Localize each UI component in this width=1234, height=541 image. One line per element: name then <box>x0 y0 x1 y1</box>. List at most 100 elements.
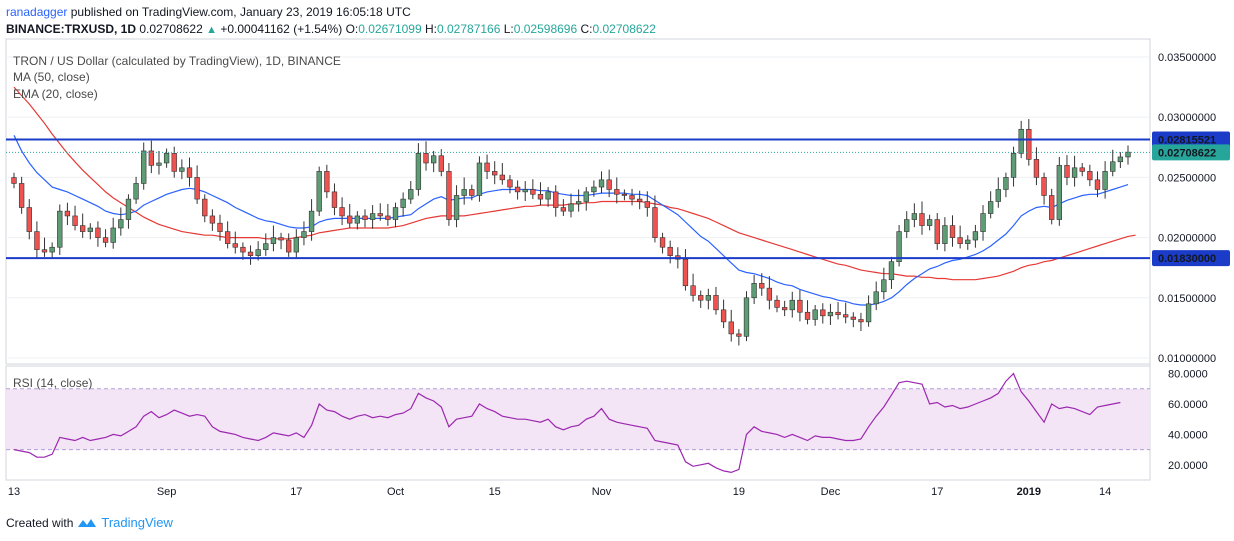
last-price: 0.02708622 <box>139 22 203 36</box>
candle <box>202 194 208 223</box>
candle-body <box>408 189 414 200</box>
candle-body <box>224 231 231 244</box>
candle-body <box>507 179 513 188</box>
candle-body <box>934 219 940 244</box>
candle <box>926 214 933 231</box>
price-change: +0.00041162 (+1.54%) <box>220 22 343 36</box>
candle-body <box>1018 128 1024 154</box>
candle-body <box>163 153 170 164</box>
candle <box>949 215 956 247</box>
rsi-legend: RSI (14, close) <box>13 376 92 390</box>
candle-body <box>1003 177 1009 190</box>
brand-name[interactable]: TradingView <box>101 515 173 530</box>
candle-body <box>1071 167 1078 178</box>
rsi-line <box>13 372 1121 474</box>
candle <box>331 183 338 216</box>
candle <box>469 184 475 201</box>
candle <box>797 289 803 322</box>
time-tick-label: Dec <box>821 486 841 498</box>
candle <box>720 299 727 329</box>
candle-body <box>102 237 109 243</box>
candle-body <box>926 219 933 226</box>
candle-body <box>614 189 620 195</box>
candles <box>11 119 1131 346</box>
candle-body <box>865 303 872 323</box>
candle <box>1033 147 1040 186</box>
candle <box>156 150 162 175</box>
candle-body <box>652 207 658 238</box>
candle <box>522 181 528 202</box>
price-chart[interactable]: 0.02815521 0.01830000 0.02708622 0.0350000… <box>0 38 1234 513</box>
candle <box>240 242 246 260</box>
candle <box>514 180 521 200</box>
candle-body <box>202 198 208 217</box>
candle-body <box>949 225 956 238</box>
candle <box>26 199 32 240</box>
candle-body <box>499 174 505 181</box>
candle <box>621 189 628 201</box>
published-text: published on TradingView.com, January 23… <box>70 5 411 19</box>
candle <box>659 232 666 254</box>
candle <box>568 193 574 218</box>
candle-body <box>583 191 589 202</box>
candle-body <box>522 189 528 193</box>
candle <box>781 300 788 317</box>
candle <box>1056 156 1062 226</box>
candle <box>614 177 620 204</box>
rsi-tick-label: 20.0000 <box>1168 460 1208 472</box>
high-value: 0.02787166 <box>436 22 501 36</box>
candle <box>301 221 307 246</box>
candle <box>980 205 986 241</box>
candle <box>476 156 483 202</box>
candle-body <box>629 195 635 200</box>
candle <box>408 181 414 204</box>
candle <box>942 217 948 252</box>
candle-body <box>896 231 902 262</box>
publish-info: ranadagger published on TradingView.com,… <box>6 5 411 19</box>
candle-body <box>308 210 315 232</box>
candle <box>57 204 63 255</box>
candle <box>896 224 902 267</box>
candle <box>18 176 25 214</box>
candle-body <box>553 191 559 208</box>
horizontal-levels[interactable]: 0.02815521 0.01830000 0.02708622 <box>6 131 1230 267</box>
candle <box>591 180 597 197</box>
candle <box>125 194 132 229</box>
candle <box>209 209 216 231</box>
candle <box>888 256 895 289</box>
candle-body <box>644 201 650 208</box>
candle-body <box>728 321 734 335</box>
candle-body <box>766 287 773 301</box>
candle <box>270 225 277 252</box>
candle <box>163 148 170 168</box>
candle-body <box>682 258 689 287</box>
candle <box>774 295 780 313</box>
time-tick-label: 14 <box>1099 486 1111 498</box>
candle-body <box>637 198 643 202</box>
candle-body <box>72 215 78 226</box>
candle <box>186 157 193 187</box>
candle <box>118 207 124 236</box>
level-tag-label: 0.01830000 <box>1158 253 1216 265</box>
ma-legend: MA (50, close) <box>13 70 90 84</box>
candle-body <box>125 198 132 220</box>
candle <box>934 212 940 250</box>
candle-body <box>720 309 727 323</box>
candle-body <box>148 150 155 166</box>
candle <box>629 188 635 206</box>
candle <box>1071 155 1078 187</box>
candle-body <box>41 249 48 253</box>
candle-body <box>430 155 437 164</box>
high-label: H: <box>424 22 437 36</box>
candle <box>430 150 437 173</box>
candle <box>820 303 826 324</box>
candle-body <box>118 219 124 229</box>
candle <box>850 312 856 328</box>
candle <box>583 187 589 211</box>
candle <box>286 233 292 257</box>
candle <box>751 274 757 305</box>
candle <box>728 309 734 342</box>
author-link[interactable]: ranadagger <box>6 5 68 19</box>
candle-body <box>957 237 963 244</box>
candle <box>804 300 811 325</box>
